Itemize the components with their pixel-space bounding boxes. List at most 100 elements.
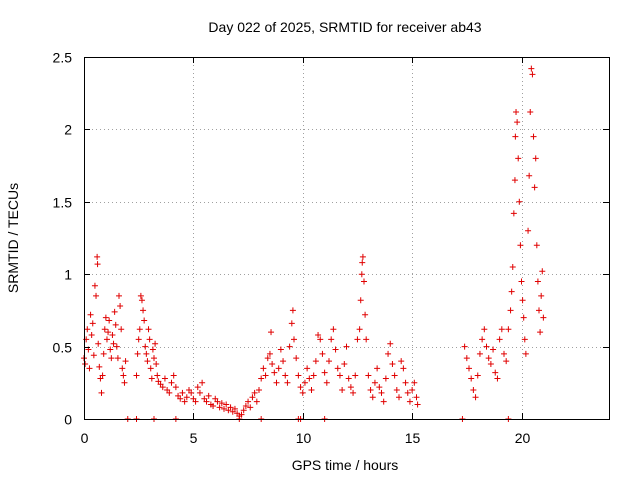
data-point <box>404 389 411 396</box>
data-point <box>133 372 140 379</box>
data-point <box>306 375 313 382</box>
data-point <box>170 372 177 379</box>
data-point <box>214 398 221 405</box>
data-point <box>112 321 119 328</box>
data-point <box>264 355 271 362</box>
data-point <box>161 375 168 382</box>
data-point <box>466 365 472 372</box>
data-point <box>122 358 129 365</box>
data-point <box>508 288 515 295</box>
data-point <box>301 379 308 386</box>
data-point <box>177 395 184 402</box>
data-point <box>103 336 110 343</box>
data-point <box>332 346 339 353</box>
data-point <box>218 400 225 407</box>
axis-ticks <box>84 57 609 420</box>
data-point <box>472 394 479 401</box>
data-point <box>533 242 540 249</box>
data-point <box>514 119 521 126</box>
data-point <box>389 360 396 367</box>
data-point <box>323 379 330 386</box>
data-point <box>304 365 311 372</box>
data-point <box>503 358 510 365</box>
data-point <box>247 404 254 411</box>
data-point <box>358 271 365 278</box>
data-point <box>238 411 245 418</box>
data-point <box>468 375 475 382</box>
data-point <box>108 355 115 362</box>
data-point <box>400 365 407 372</box>
data-point <box>271 369 278 376</box>
data-point <box>393 387 400 394</box>
data-point <box>183 394 190 401</box>
data-point <box>363 336 370 343</box>
data-point <box>414 401 421 408</box>
plot-frame <box>84 57 610 420</box>
data-point <box>100 350 107 357</box>
y-tick-label: 1 <box>64 267 72 283</box>
data-point <box>196 389 203 396</box>
data-point <box>359 259 366 266</box>
y-tick-label: 0.5 <box>53 340 73 356</box>
data-point <box>91 282 98 289</box>
data-point <box>516 198 523 205</box>
data-point <box>359 253 366 260</box>
data-point <box>494 375 501 382</box>
data-point <box>149 346 156 353</box>
data-point <box>135 336 142 343</box>
data-point <box>312 358 319 365</box>
data-point <box>470 387 477 394</box>
data-point <box>121 379 128 386</box>
data-point <box>107 346 114 353</box>
data-point <box>88 332 95 339</box>
data-point <box>357 297 364 304</box>
data-point <box>321 369 328 376</box>
data-point <box>289 307 296 314</box>
data-point <box>93 292 100 299</box>
data-point <box>326 358 332 365</box>
data-point <box>253 398 260 405</box>
data-point <box>144 358 151 365</box>
data-point <box>168 379 175 386</box>
data-point <box>362 311 369 318</box>
data-point <box>179 389 186 396</box>
data-point <box>95 340 102 347</box>
data-point <box>172 384 179 391</box>
data-point <box>293 355 300 362</box>
data-point <box>525 227 532 234</box>
y-tick-label: 2 <box>64 122 72 138</box>
data-point <box>406 398 413 405</box>
data-point <box>266 350 273 357</box>
data-point <box>537 329 544 336</box>
data-point <box>84 326 91 333</box>
data-point <box>159 384 166 391</box>
x-tick-label: 10 <box>296 430 312 446</box>
data-point <box>227 404 234 411</box>
data-point <box>536 307 542 314</box>
data-point <box>492 369 499 376</box>
data-point <box>299 389 306 396</box>
data-point <box>498 326 505 333</box>
data-point <box>509 263 516 270</box>
y-tick-label: 1.5 <box>53 195 73 211</box>
data-point <box>90 352 97 359</box>
data-point <box>87 311 94 318</box>
data-point <box>481 326 488 333</box>
data-point <box>113 343 120 350</box>
y-tick-label: 0 <box>64 412 72 428</box>
y-tick-labels: 0 0.5 1 1.5 2 2.5 <box>53 50 73 428</box>
data-point <box>148 375 155 382</box>
data-point <box>479 336 486 343</box>
data-point <box>166 389 173 396</box>
data-point <box>490 346 497 353</box>
data-point <box>116 292 122 299</box>
data-point <box>82 360 89 367</box>
data-point <box>461 343 468 350</box>
y-axis-label: SRMTID / TECUs <box>5 183 21 293</box>
data-point <box>485 355 492 362</box>
data-point <box>530 133 537 140</box>
data-point <box>269 360 276 367</box>
data-point <box>521 336 528 343</box>
data-point <box>94 261 101 268</box>
data-point <box>371 379 378 386</box>
